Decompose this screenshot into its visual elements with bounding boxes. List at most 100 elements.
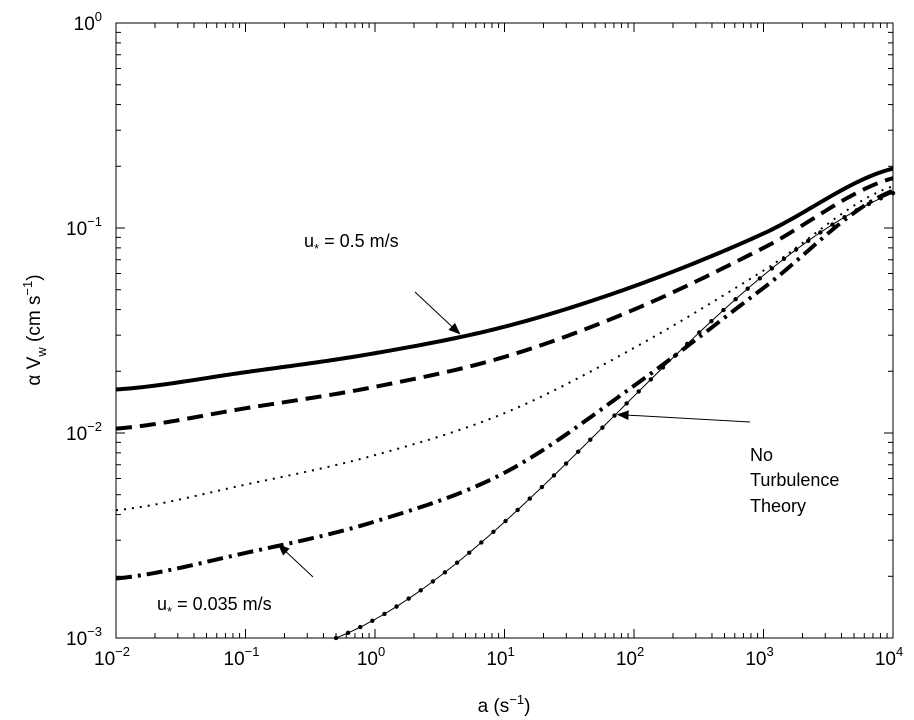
y-axis-label: α Vw (cm s−1): [20, 274, 49, 385]
series-point: [600, 425, 605, 430]
x-axis-label-exponent: −1: [509, 692, 524, 707]
series-point: [830, 222, 835, 227]
x-tick-label-base: 10: [224, 649, 245, 670]
series-point: [624, 401, 629, 406]
series-point: [733, 297, 738, 302]
y-axis-label-units: (cm s: [24, 296, 45, 348]
y-tick-label: 100: [74, 9, 102, 35]
x-tick-label: 104: [875, 644, 903, 670]
series-line-3: [115, 185, 894, 512]
y-tick-label-exponent: −2: [87, 419, 102, 434]
x-tick-label-exponent: −2: [115, 644, 130, 659]
y-tick-label: 10−3: [66, 624, 102, 650]
plot-area: [115, 166, 896, 641]
series-point: [612, 413, 617, 418]
x-axis-label-text: a (s: [478, 696, 510, 717]
annotation-u-star-05-symbol: u: [304, 231, 314, 251]
series-point: [382, 611, 387, 617]
series-point: [551, 473, 557, 478]
series-point: [636, 389, 641, 394]
y-axis-label-close: ): [24, 274, 45, 280]
series-point: [503, 518, 508, 524]
series-point: [793, 247, 799, 252]
series-point: [430, 579, 436, 584]
series-point: [745, 286, 750, 291]
x-tick-label-exponent: 3: [766, 644, 773, 659]
series-line-4: [115, 188, 894, 581]
y-axis-label-text: α V: [24, 356, 45, 385]
series-point: [467, 550, 472, 555]
series-point: [806, 238, 811, 244]
series-point: [648, 377, 654, 382]
y-axis-label-exponent: −1: [20, 281, 35, 296]
annotation-u-star-05-subscript: *: [314, 241, 319, 256]
series-point: [672, 353, 678, 358]
series-point: [345, 630, 351, 636]
y-tick-label: 10−2: [66, 419, 102, 445]
x-tick-label-exponent: 4: [896, 644, 903, 659]
y-tick-label-exponent: −1: [87, 214, 102, 229]
annotation-u-star-0035-value: = 0.035 m/s: [172, 594, 272, 614]
series-point: [709, 318, 714, 324]
series-point: [575, 449, 581, 454]
series-point: [418, 588, 423, 593]
series-point: [781, 256, 787, 262]
series-line-1: [115, 166, 894, 392]
series-point: [479, 540, 484, 545]
x-tick-label-base: 10: [486, 649, 507, 670]
annotation-arrow-bottom: [277, 543, 314, 578]
annotation-theory-line-3: Theory: [750, 496, 806, 516]
series-point: [769, 266, 775, 271]
series-point: [721, 307, 726, 313]
series-line-2: [115, 176, 894, 431]
series-point: [697, 330, 702, 335]
series-point: [878, 196, 884, 201]
x-tick-label: 102: [616, 644, 644, 670]
y-tick-label-exponent: 0: [95, 9, 102, 24]
y-tick-label: 10−1: [66, 214, 102, 240]
series-point: [394, 604, 399, 609]
annotation-u-star-05-value: = 0.5 m/s: [319, 231, 399, 251]
series-point: [588, 437, 593, 442]
series-point: [527, 496, 532, 501]
x-tick-label: 103: [745, 644, 773, 670]
annotation-theory-line-2: Turbulence: [750, 470, 839, 490]
x-tick-label-base: 10: [745, 649, 766, 670]
x-tick-label-base: 10: [875, 649, 896, 670]
x-tick-label-exponent: 2: [637, 644, 644, 659]
series-point: [818, 230, 823, 235]
x-tick-label-exponent: −1: [245, 644, 260, 659]
x-axis-label: a (s−1): [478, 692, 531, 717]
annotation-u-star-0035-symbol: u: [157, 594, 167, 614]
x-tick-label: 100: [357, 644, 385, 670]
y-tick-label-exponent: −3: [87, 624, 102, 639]
annotation-arrow-top: [414, 291, 461, 335]
y-tick-label-base: 10: [66, 629, 87, 650]
annotation-theory-line-1: No: [750, 445, 773, 465]
series-point: [563, 461, 569, 466]
x-tick-label-exponent: 0: [378, 644, 385, 659]
x-tick-label-exponent: 1: [507, 644, 514, 659]
series-point: [757, 276, 763, 281]
series-point: [491, 529, 496, 535]
annotation-arrow-theory: [616, 410, 751, 423]
series-point: [866, 201, 871, 207]
series-point: [515, 507, 520, 513]
annotation-u-star-05: u* = 0.5 m/s: [304, 231, 399, 256]
series-point: [370, 618, 375, 623]
series-point: [684, 341, 690, 347]
x-axis-label-close: ): [524, 696, 530, 717]
x-tick-label-base: 10: [357, 649, 378, 670]
series-point: [454, 560, 460, 565]
x-tick-label-base: 10: [616, 649, 637, 670]
x-tick-label: 10−2: [94, 644, 130, 670]
series-point: [854, 208, 859, 213]
y-tick-label-base: 10: [66, 219, 87, 240]
x-tick-label: 10−1: [224, 644, 260, 670]
series-point: [442, 570, 448, 575]
annotation-u-star-0035: u* = 0.035 m/s: [157, 594, 272, 619]
y-tick-label-base: 10: [66, 424, 87, 445]
x-tick-label: 101: [486, 644, 514, 670]
series-point: [406, 596, 411, 601]
